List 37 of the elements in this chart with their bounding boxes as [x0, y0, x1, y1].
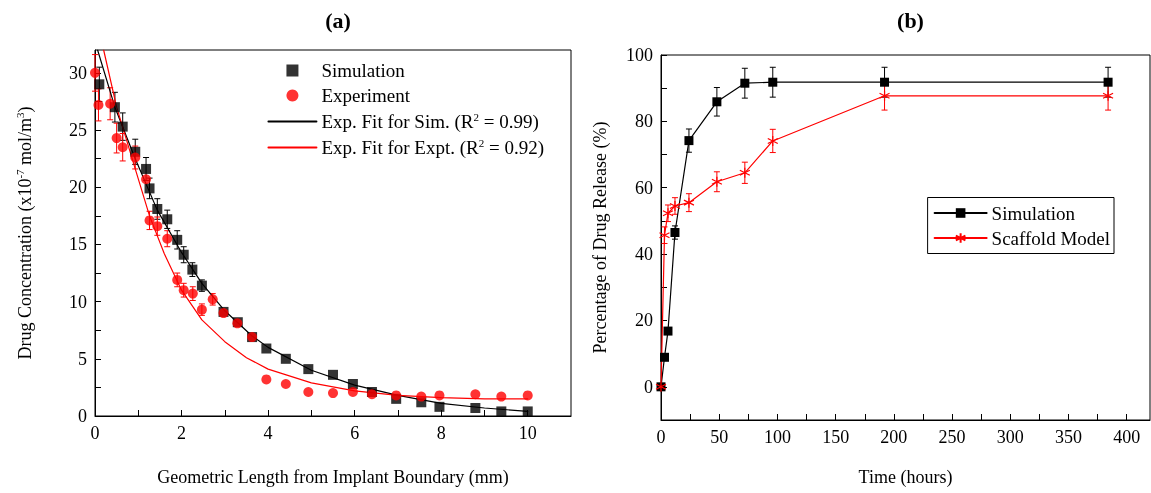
y-tick-label: 0 [78, 406, 87, 426]
y-tick-label: 30 [69, 62, 87, 83]
x-axis-title: Time (hours) [858, 467, 953, 488]
legend-label: Experiment [321, 85, 411, 106]
x-tick-label: 350 [1055, 427, 1082, 447]
x-tick-label: 100 [763, 427, 791, 447]
y-tick-label: 0 [644, 376, 653, 397]
x-tick-label: 0 [656, 427, 666, 447]
y-tick-label: 20 [635, 310, 653, 331]
y-tick-label: 80 [635, 111, 653, 132]
x-tick-label: 250 [938, 427, 966, 447]
legend-label: Scaffold Model [991, 227, 1111, 249]
y-tick-label: 25 [69, 120, 87, 141]
y-tick-label: 5 [78, 348, 87, 369]
x-tick-label: 150 [822, 427, 850, 447]
y-tick-label: 10 [69, 291, 87, 312]
y-axis-title: Drug Concentration (x10-7 mol/m3) [13, 106, 36, 360]
x-tick-label: 50 [710, 427, 729, 447]
x-tick-label: 200 [880, 427, 908, 447]
x-axis-title: Geometric Length from Implant Boundary (mm) [157, 467, 509, 488]
x-tick-label: 10 [518, 423, 537, 443]
x-tick-label: 6 [350, 423, 360, 443]
x-tick-label: 400 [1113, 427, 1141, 447]
x-tick-label: 8 [436, 423, 446, 443]
legend-label: Simulation [321, 60, 406, 81]
chart-title: (b) [897, 7, 924, 33]
y-tick-label: 20 [69, 177, 87, 198]
y-tick-label: 40 [635, 244, 653, 265]
x-tick-label: 2 [177, 423, 187, 443]
y-tick-label: 100 [626, 45, 653, 65]
y-tick-label: 15 [69, 234, 87, 255]
y-tick-label: 60 [635, 177, 653, 198]
x-tick-label: 4 [263, 423, 273, 443]
chart-title: (a) [325, 7, 351, 33]
x-tick-label: 300 [996, 427, 1024, 447]
legend-label: Simulation [991, 202, 1076, 224]
y-axis-title: Percentage of Drug Release (%) [590, 121, 611, 354]
